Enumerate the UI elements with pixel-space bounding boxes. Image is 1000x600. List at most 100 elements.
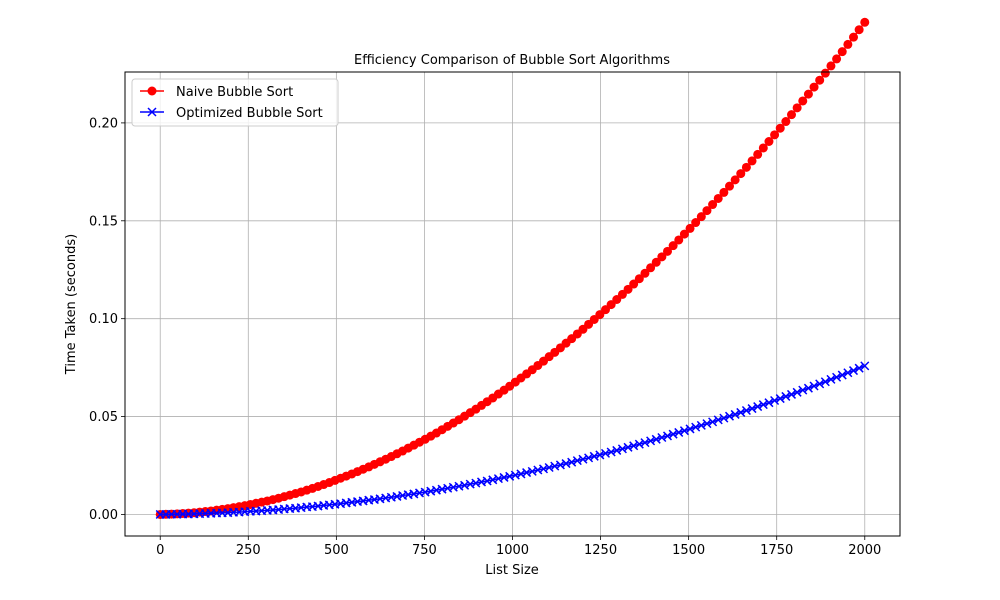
- series-optimized: [155, 361, 870, 519]
- data-point-optimized: [600, 448, 611, 458]
- data-point-optimized: [617, 444, 627, 454]
- data-point-naive: [860, 17, 870, 27]
- data-point-naive: [668, 241, 678, 251]
- data-point-optimized: [798, 385, 808, 395]
- data-point-optimized: [561, 459, 571, 469]
- legend-marker-naive: [147, 86, 157, 96]
- data-point-naive: [640, 268, 650, 278]
- data-point-optimized: [657, 432, 667, 443]
- data-point-optimized: [668, 429, 678, 439]
- data-point-naive: [781, 117, 791, 127]
- data-point-optimized: [786, 389, 797, 399]
- data-point-optimized: [606, 447, 616, 457]
- data-point-optimized: [826, 374, 836, 384]
- data-point-optimized: [674, 427, 684, 437]
- data-point-optimized: [730, 409, 740, 419]
- data-point-optimized: [679, 426, 689, 436]
- data-point-naive: [826, 61, 836, 71]
- data-point-optimized: [753, 402, 763, 412]
- data-point-optimized: [555, 460, 565, 470]
- series-layer: [155, 17, 870, 519]
- legend-label-optimized: Optimized Bubble Sort: [176, 106, 323, 121]
- data-point-naive: [764, 137, 774, 147]
- x-tick-label: 1500: [672, 543, 705, 558]
- data-point-naive: [623, 284, 633, 294]
- data-point-naive: [798, 96, 808, 106]
- data-point-naive: [758, 143, 768, 153]
- data-point-naive: [674, 235, 684, 245]
- x-tick-label: 1750: [760, 543, 793, 558]
- data-point-optimized: [820, 377, 830, 387]
- data-point-optimized: [567, 457, 577, 467]
- data-point-naive: [736, 169, 746, 179]
- x-tick-label: 1250: [584, 543, 617, 558]
- y-tick-label: 0.20: [89, 116, 118, 131]
- data-point-naive: [696, 212, 706, 222]
- data-point-naive: [854, 25, 864, 35]
- data-point-naive: [775, 123, 785, 133]
- data-point-optimized: [696, 420, 706, 430]
- y-tick-label: 0.05: [89, 410, 118, 425]
- data-point-optimized: [775, 394, 785, 404]
- data-point-naive: [651, 257, 661, 267]
- data-point-optimized: [837, 370, 847, 380]
- data-point-naive: [792, 103, 802, 113]
- data-point-optimized: [629, 441, 639, 451]
- data-point-optimized: [651, 434, 661, 444]
- legend-marker-optimized: [147, 107, 157, 117]
- x-tick-label: 2000: [848, 543, 881, 558]
- data-point-optimized: [612, 445, 622, 455]
- data-point-optimized: [640, 438, 650, 448]
- data-point-naive: [843, 39, 853, 49]
- data-point-optimized: [589, 451, 599, 461]
- data-point-optimized: [832, 372, 842, 382]
- data-point-optimized: [578, 454, 588, 464]
- data-point-optimized: [708, 417, 718, 427]
- x-tick-label: 0: [156, 543, 164, 558]
- data-point-optimized: [646, 436, 656, 446]
- data-point-naive: [629, 279, 639, 289]
- data-point-optimized: [572, 456, 582, 466]
- data-point-optimized: [758, 400, 768, 410]
- data-point-optimized: [623, 442, 633, 452]
- data-point-naive: [646, 263, 656, 273]
- data-point-naive: [809, 82, 819, 92]
- data-point-naive: [719, 187, 729, 197]
- data-point-optimized: [724, 411, 735, 421]
- chart-title: Efficiency Comparison of Bubble Sort Alg…: [354, 53, 670, 68]
- y-axis-label: Time Taken (seconds): [64, 234, 79, 375]
- data-point-naive: [753, 149, 763, 159]
- data-point-optimized: [538, 464, 549, 474]
- grid-lines: [125, 72, 900, 536]
- y-axis-ticks: 0.00 0.05 0.10 0.15 0.20: [89, 116, 125, 523]
- data-point-naive: [708, 200, 718, 210]
- data-point-optimized: [516, 469, 526, 479]
- data-point-naive: [730, 175, 740, 185]
- data-point-optimized: [854, 363, 864, 373]
- data-point-naive: [837, 47, 847, 57]
- x-tick-label: 500: [324, 543, 349, 558]
- data-point-naive: [787, 110, 796, 120]
- legend: Naive Bubble Sort Optimized Bubble Sort: [131, 78, 339, 127]
- data-point-optimized: [713, 415, 723, 425]
- data-point-optimized: [741, 405, 751, 416]
- data-point-optimized: [781, 391, 791, 401]
- data-point-optimized: [736, 407, 746, 417]
- data-point-naive: [685, 223, 695, 233]
- data-point-optimized: [860, 361, 870, 371]
- data-point-naive: [691, 218, 701, 228]
- data-point-naive: [832, 54, 842, 64]
- data-point-naive: [663, 246, 672, 256]
- data-point-optimized: [634, 439, 644, 449]
- x-tick-label: 250: [236, 543, 261, 558]
- data-point-optimized: [544, 462, 554, 473]
- data-point-optimized: [702, 419, 712, 429]
- data-point-naive: [634, 274, 644, 284]
- data-point-naive: [815, 75, 825, 85]
- data-point-naive: [849, 32, 858, 42]
- data-point-naive: [725, 181, 734, 191]
- data-point-optimized: [584, 453, 594, 463]
- data-point-naive: [702, 206, 712, 216]
- x-tick-label: 1000: [496, 543, 529, 558]
- x-axis-ticks: 0 250 500 750 1000 1250 1500 1750 2000: [156, 536, 881, 558]
